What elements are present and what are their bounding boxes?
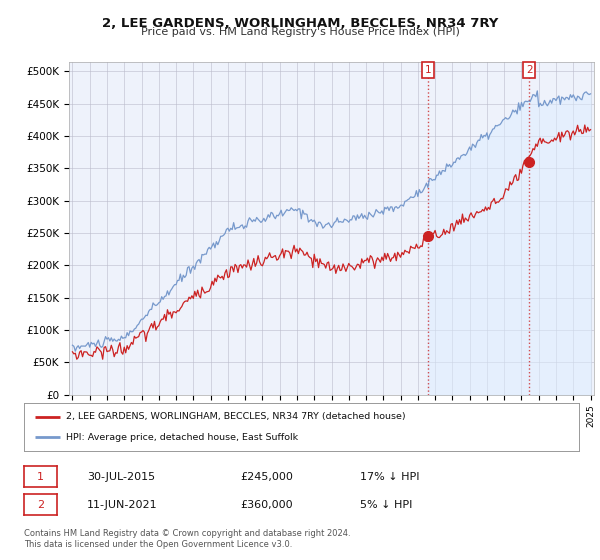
Text: Contains HM Land Registry data © Crown copyright and database right 2024.
This d: Contains HM Land Registry data © Crown c… (24, 529, 350, 549)
Text: £360,000: £360,000 (240, 500, 293, 510)
Text: 2, LEE GARDENS, WORLINGHAM, BECCLES, NR34 7RY: 2, LEE GARDENS, WORLINGHAM, BECCLES, NR3… (102, 17, 498, 30)
Text: 1: 1 (424, 65, 431, 75)
Text: 5% ↓ HPI: 5% ↓ HPI (360, 500, 412, 510)
Text: Price paid vs. HM Land Registry's House Price Index (HPI): Price paid vs. HM Land Registry's House … (140, 27, 460, 37)
Text: 1: 1 (37, 472, 44, 482)
Text: 2: 2 (526, 65, 532, 75)
Text: £245,000: £245,000 (240, 472, 293, 482)
Text: HPI: Average price, detached house, East Suffolk: HPI: Average price, detached house, East… (65, 433, 298, 442)
Text: 30-JUL-2015: 30-JUL-2015 (87, 472, 155, 482)
Text: 17% ↓ HPI: 17% ↓ HPI (360, 472, 419, 482)
Text: 2, LEE GARDENS, WORLINGHAM, BECCLES, NR34 7RY (detached house): 2, LEE GARDENS, WORLINGHAM, BECCLES, NR3… (65, 412, 405, 421)
Text: 2: 2 (37, 500, 44, 510)
Text: 11-JUN-2021: 11-JUN-2021 (87, 500, 158, 510)
